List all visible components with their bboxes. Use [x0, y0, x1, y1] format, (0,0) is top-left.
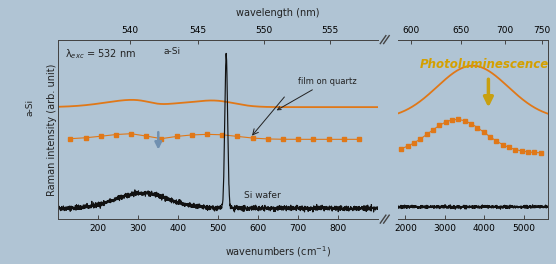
- Text: λ$_{exc}$ = 532 nm: λ$_{exc}$ = 532 nm: [64, 47, 136, 60]
- Text: wavenumbers (cm$^{-1}$): wavenumbers (cm$^{-1}$): [225, 244, 331, 259]
- Y-axis label: Raman intensity (arb. unit): Raman intensity (arb. unit): [47, 63, 57, 196]
- Text: wavelength (nm): wavelength (nm): [236, 8, 320, 18]
- Text: Si wafer: Si wafer: [244, 191, 281, 200]
- Text: film on quartz: film on quartz: [277, 77, 357, 110]
- Text: Photoluminescence: Photoluminescence: [420, 58, 549, 71]
- Text: a-Si: a-Si: [164, 47, 181, 56]
- Text: a-Si: a-Si: [25, 99, 34, 116]
